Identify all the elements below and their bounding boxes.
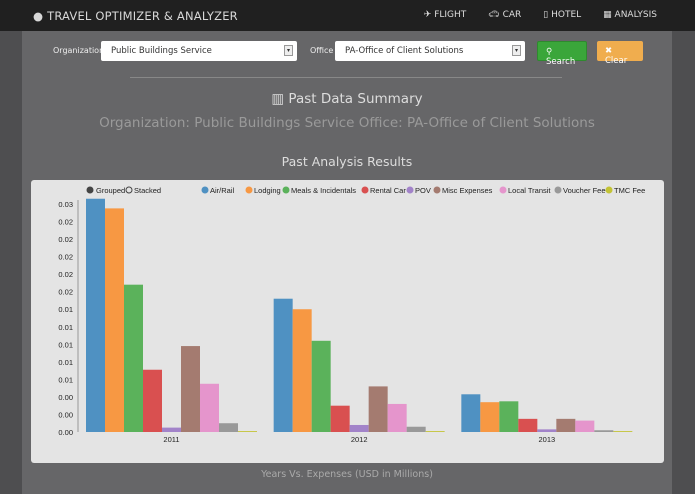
- clear-button[interactable]: ✖ Clear: [597, 41, 643, 66]
- grouped-radio[interactable]: [86, 186, 94, 194]
- organization-select[interactable]: Public Buildings Service ▾: [101, 41, 297, 61]
- legend-item[interactable]: Voucher Fee: [563, 186, 606, 195]
- y-tick-label: 0.01: [58, 340, 73, 349]
- bar-2012-1[interactable]: [292, 309, 312, 432]
- bar-2013-8[interactable]: [613, 431, 633, 432]
- y-tick-label: 0.00: [58, 410, 73, 419]
- nav-car[interactable]: 🚗︎ CAR: [488, 10, 522, 20]
- bar-2013-0[interactable]: [461, 394, 481, 432]
- bar-chart: Grouped Stacked Air/Rail Lodging Meals & Inc…: [58, 186, 645, 444]
- bar-2012-2[interactable]: [311, 340, 331, 432]
- bar-2013-1[interactable]: [480, 402, 500, 432]
- stacked-label[interactable]: Stacked: [134, 186, 161, 195]
- legend-item[interactable]: Local Transit: [508, 186, 551, 195]
- legend-item[interactable]: POV: [415, 186, 431, 195]
- legend-item[interactable]: Rental Car: [370, 186, 406, 195]
- legend-swatch[interactable]: [245, 186, 253, 194]
- bar-2011-5[interactable]: [181, 346, 200, 432]
- y-tick-label: 0.02: [58, 253, 73, 262]
- y-tick-label: 0.02: [58, 218, 73, 227]
- legend-swatch[interactable]: [406, 186, 414, 194]
- bar-2011-8[interactable]: [238, 431, 257, 432]
- search-icon: ⚲: [546, 47, 553, 57]
- bar-2012-7[interactable]: [406, 426, 426, 432]
- bar-chart-icon: ▥: [271, 91, 289, 107]
- results-title: Past Analysis Results: [281, 154, 413, 169]
- y-tick-label: 0.00: [58, 428, 73, 437]
- y-tick-label: 0.02: [58, 235, 73, 244]
- brand[interactable]: ● TRAVEL OPTIMIZER & ANALYZER: [33, 9, 238, 23]
- close-icon: ✖: [605, 46, 613, 56]
- y-tick-label: 0.03: [58, 200, 73, 209]
- bar-2012-0[interactable]: [273, 298, 293, 432]
- bar-2012-6[interactable]: [387, 403, 407, 432]
- grouped-label[interactable]: Grouped: [96, 186, 125, 195]
- filter-form: Organization Public Buildings Service ▾ O…: [22, 41, 672, 67]
- legend-swatch[interactable]: [605, 186, 613, 194]
- chevron-down-icon: ▾: [284, 45, 293, 56]
- legend-swatch[interactable]: [433, 186, 441, 194]
- legend-swatch[interactable]: [282, 186, 290, 194]
- y-tick-label: 0.01: [58, 305, 73, 314]
- y-tick-label: 0.00: [58, 393, 73, 402]
- y-tick-label: 0.01: [58, 375, 73, 384]
- bar-2013-5[interactable]: [556, 418, 576, 432]
- main-panel: Organization Public Buildings Service ▾ O…: [22, 31, 672, 494]
- legend-swatch[interactable]: [554, 186, 562, 194]
- nav-flight[interactable]: ✈ FLIGHT: [423, 10, 467, 20]
- chevron-down-icon: ▾: [512, 45, 521, 56]
- bar-2011-1[interactable]: [105, 208, 124, 432]
- bar-2011-4[interactable]: [162, 427, 181, 432]
- bar-2012-8[interactable]: [425, 431, 445, 432]
- y-tick-label: 0.02: [58, 270, 73, 279]
- legend-swatch[interactable]: [499, 186, 507, 194]
- organization-label: Organization: [53, 46, 105, 55]
- legend-swatch[interactable]: [201, 186, 209, 194]
- bar-2012-5[interactable]: [368, 386, 388, 432]
- y-tick-label: 0.01: [58, 358, 73, 367]
- x-axis-label: Years Vs. Expenses (USD in Millions): [261, 469, 433, 480]
- legend-swatch[interactable]: [361, 186, 369, 194]
- chart-container: Grouped Stacked Air/Rail Lodging Meals & Inc…: [31, 180, 664, 463]
- search-button[interactable]: ⚲ Search: [537, 41, 587, 67]
- stacked-radio[interactable]: [125, 186, 133, 194]
- nav-analysis[interactable]: ▦ ANALYSIS: [603, 10, 657, 20]
- bar-2013-4[interactable]: [537, 429, 557, 432]
- office-select[interactable]: PA-Office of Client Solutions ▾: [335, 41, 525, 61]
- bar-2011-0[interactable]: [86, 198, 105, 432]
- bar-2013-2[interactable]: [499, 401, 519, 432]
- office-label: Office: [310, 46, 334, 55]
- navbar: ● TRAVEL OPTIMIZER & ANALYZER ✈ FLIGHT 🚗…: [0, 0, 695, 31]
- legend-item[interactable]: Lodging: [254, 186, 281, 195]
- bar-2011-7[interactable]: [219, 423, 238, 432]
- divider: [130, 77, 562, 78]
- bar-2013-7[interactable]: [594, 430, 614, 432]
- subtitle: Organization: Public Buildings Service O…: [99, 115, 595, 131]
- x-tick-label: 2013: [538, 435, 555, 444]
- bar-2011-2[interactable]: [124, 284, 143, 432]
- nav-hotel[interactable]: ▯ HOTEL: [543, 10, 582, 20]
- legend-item[interactable]: TMC Fee: [614, 186, 645, 195]
- x-tick-label: 2011: [163, 435, 179, 444]
- bar-2012-4[interactable]: [349, 424, 369, 432]
- bar-2012-3[interactable]: [330, 405, 350, 432]
- y-tick-label: 0.02: [58, 288, 73, 297]
- page-title: ▥ Past Data Summary: [271, 91, 423, 107]
- globe-icon: ●: [33, 9, 48, 23]
- bar-2013-6[interactable]: [575, 420, 595, 432]
- bar-2011-6[interactable]: [200, 383, 219, 432]
- y-tick-label: 0.01: [58, 323, 73, 332]
- bar-2013-3[interactable]: [518, 418, 538, 432]
- legend-item[interactable]: Air/Rail: [210, 186, 235, 195]
- bar-2011-3[interactable]: [143, 369, 162, 432]
- legend-item[interactable]: Misc Expenses: [442, 186, 493, 195]
- x-tick-label: 2012: [351, 435, 368, 444]
- legend-item[interactable]: Meals & Incidentals: [291, 186, 356, 195]
